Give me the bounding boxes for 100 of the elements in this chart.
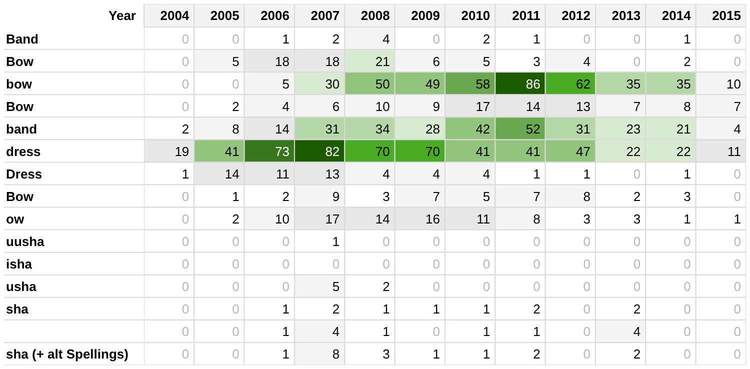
data-label: 3 — [583, 212, 590, 227]
data-label: 0 — [734, 189, 741, 204]
data-label: 0 — [182, 256, 190, 272]
data-label: 0 — [232, 31, 240, 46]
data-label: 41 — [224, 144, 240, 159]
data-label: 10 — [726, 76, 741, 92]
data-label: 1 — [282, 31, 290, 46]
data-label: 2 — [332, 302, 340, 317]
data-label: 14 — [224, 166, 240, 182]
data-label: 0 — [432, 324, 440, 340]
data-label: 0 — [583, 279, 590, 294]
data-label: 5 — [282, 76, 290, 92]
x-tick-label: 2004 — [160, 8, 190, 23]
data-label: 1 — [232, 189, 240, 204]
data-label: 0 — [182, 98, 190, 114]
data-label: 11 — [276, 166, 290, 182]
data-label: 0 — [583, 31, 590, 46]
data-label: 0 — [633, 256, 641, 272]
data-label: 2 — [232, 98, 240, 114]
data-label: 0 — [432, 31, 440, 46]
x-tick-label: 2008 — [360, 8, 390, 23]
data-label: 21 — [676, 121, 691, 136]
data-label: 0 — [232, 279, 240, 294]
data-label: 0 — [583, 324, 590, 340]
y-tick-label: Bow — [6, 54, 34, 69]
data-label: 62 — [576, 76, 590, 92]
data-label: 0 — [182, 212, 190, 227]
data-label: 4 — [282, 98, 290, 114]
data-label: 0 — [182, 31, 190, 46]
y-tick-label: Bow — [6, 98, 34, 114]
data-label: 5 — [482, 189, 490, 204]
data-label: 42 — [476, 121, 490, 136]
data-label: 0 — [734, 279, 741, 294]
x-tick-label: 2015 — [712, 8, 741, 23]
data-label: 0 — [734, 302, 741, 317]
data-label: 0 — [182, 189, 190, 204]
data-label: 1 — [583, 166, 590, 182]
data-label: 7 — [734, 98, 741, 114]
data-label: 2 — [684, 54, 691, 69]
data-label: 0 — [182, 54, 190, 69]
data-label: 4 — [382, 166, 390, 182]
data-label: 0 — [182, 279, 190, 294]
data-label: 2 — [633, 302, 641, 317]
data-label: 0 — [684, 279, 691, 294]
y-tick-label: ow — [6, 212, 25, 227]
data-label: 86 — [526, 76, 540, 92]
data-label: 0 — [684, 324, 691, 340]
data-label: 2 — [232, 212, 240, 227]
y-tick-label: uusha — [6, 234, 46, 250]
data-label: 0 — [533, 256, 540, 272]
data-label: 0 — [232, 324, 240, 340]
data-label: 0 — [182, 324, 190, 340]
data-label: 3 — [382, 346, 390, 362]
data-label: 23 — [626, 121, 641, 136]
data-label: 7 — [633, 98, 641, 114]
data-label: 1 — [684, 31, 691, 46]
data-label: 41 — [476, 144, 490, 159]
data-label: 49 — [426, 76, 440, 92]
data-label: 3 — [533, 54, 540, 69]
data-label: 50 — [375, 76, 390, 92]
data-label: 35 — [626, 76, 641, 92]
data-label: 9 — [432, 98, 440, 114]
data-label: 1 — [684, 212, 691, 227]
data-label: 0 — [583, 256, 590, 272]
data-label: 4 — [734, 121, 741, 136]
data-label: 1 — [482, 346, 490, 362]
y-tick-label: Band — [6, 31, 39, 46]
data-label: 1 — [432, 302, 440, 317]
data-label: 73 — [275, 144, 290, 159]
data-label: 0 — [232, 256, 240, 272]
data-label: 0 — [533, 234, 540, 250]
data-label: 1 — [533, 31, 540, 46]
data-label: 0 — [432, 279, 440, 294]
x-tick-label: 2011 — [512, 8, 540, 23]
data-label: 1 — [734, 212, 741, 227]
data-label: 14 — [526, 98, 540, 114]
data-label: 0 — [382, 234, 390, 250]
x-axis-title: Year — [108, 7, 136, 25]
data-label: 5 — [482, 54, 490, 69]
data-label: 10 — [375, 98, 390, 114]
x-tick-label: 2005 — [210, 8, 240, 23]
data-label: 2 — [282, 189, 290, 204]
data-label: 22 — [676, 144, 691, 159]
data-label: 1 — [282, 302, 290, 317]
data-label: 0 — [734, 234, 741, 250]
data-label: 1 — [482, 324, 490, 340]
data-label: 7 — [432, 189, 440, 204]
data-label: 19 — [174, 144, 190, 159]
data-label: 0 — [432, 256, 440, 272]
data-label: 1 — [684, 166, 691, 182]
data-label: 0 — [633, 279, 641, 294]
data-label: 0 — [232, 234, 240, 250]
data-label: 0 — [633, 54, 641, 69]
data-label: 3 — [684, 189, 691, 204]
y-tick-label: sha (+ alt Spellings) — [6, 346, 128, 362]
data-label: 1 — [282, 346, 290, 362]
data-label: 70 — [375, 144, 390, 159]
data-label: 2 — [633, 346, 641, 362]
data-label: 4 — [482, 166, 490, 182]
data-label: 5 — [232, 54, 240, 69]
